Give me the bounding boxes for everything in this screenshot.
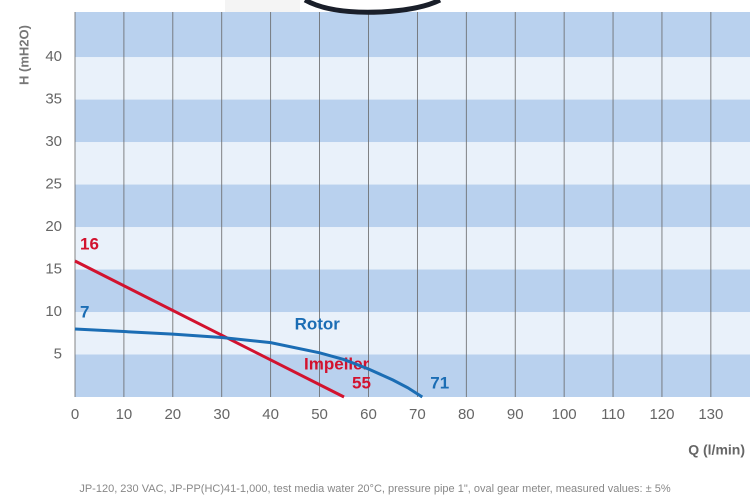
x-tick-label: 10 [116, 406, 133, 423]
band [75, 184, 750, 228]
y-tick-label: 5 [54, 345, 62, 362]
series-line [74, 259, 345, 399]
pump-hose [303, 0, 442, 15]
x-tick-label: 90 [507, 406, 524, 423]
footnote: JP-120, 230 VAC, JP-PP(HC)41-1,000, test… [79, 483, 671, 495]
series-label: Impeller [304, 354, 370, 373]
x-tick-label: 60 [360, 406, 377, 423]
y-tick-label: 40 [45, 48, 62, 65]
x-tick-label: 130 [698, 406, 723, 423]
x-tick-label: 70 [409, 406, 426, 423]
x-tick-label: 100 [552, 406, 577, 423]
x-tick-label: 80 [458, 406, 475, 423]
x-tick-label: 40 [262, 406, 279, 423]
y-tick-label: 25 [45, 175, 62, 192]
x-tick-label: 50 [311, 406, 328, 423]
x-tick-label: 110 [601, 406, 625, 423]
end-label: 55 [352, 373, 371, 392]
y-tick-label: 30 [45, 133, 62, 150]
band [75, 99, 750, 143]
series-line [74, 327, 424, 399]
band [75, 227, 750, 270]
y-tick-label: 10 [45, 303, 62, 320]
band [75, 142, 750, 185]
x-tick-label: 20 [164, 406, 181, 423]
band [75, 269, 750, 313]
end-label: 71 [430, 373, 449, 392]
start-label: 16 [80, 235, 99, 254]
y-tick-label: 15 [45, 260, 62, 277]
band [75, 57, 750, 100]
x-tick-label: 120 [649, 406, 674, 423]
x-tick-label: 30 [213, 406, 230, 423]
y-tick-label: 20 [45, 218, 62, 235]
y-tick-label: 35 [45, 91, 62, 108]
start-label: 7 [80, 302, 89, 321]
series-label: Rotor [295, 314, 341, 333]
x-axis-label: Q (l/min) [688, 442, 745, 458]
pump-body [225, 0, 300, 12]
x-tick-label: 0 [71, 406, 79, 423]
band [75, 12, 750, 58]
y-axis-label: H (mH2O) [16, 25, 31, 85]
